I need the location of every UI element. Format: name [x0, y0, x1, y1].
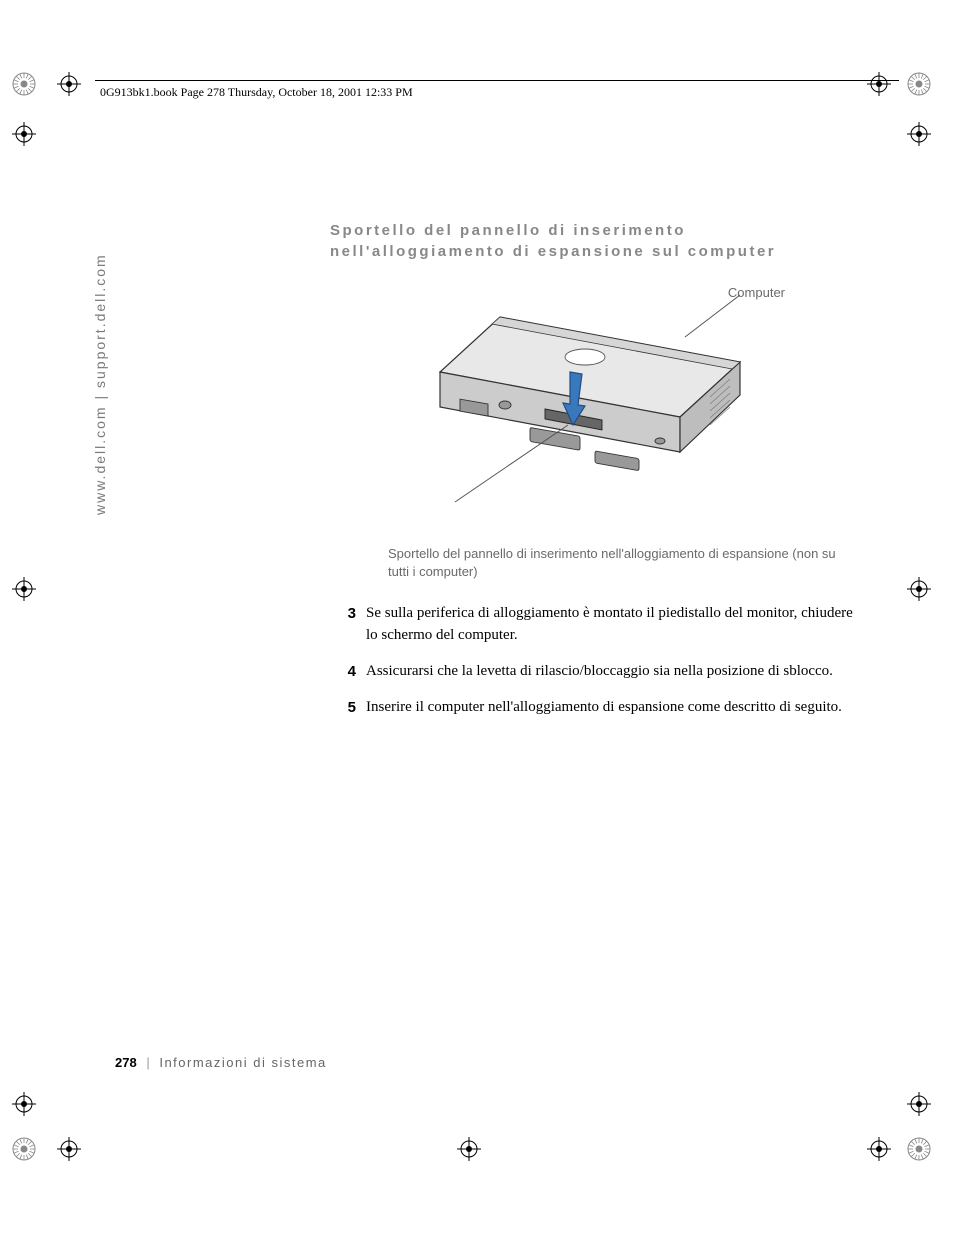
- registration-icon: [905, 120, 945, 160]
- footer-separator: |: [146, 1055, 149, 1070]
- steps-list: 3 Se sulla periferica di alloggiamento è…: [330, 603, 855, 718]
- step-number: 4: [330, 661, 356, 683]
- crop-outer-icon: [905, 1135, 945, 1175]
- registration-icon: [455, 1135, 495, 1175]
- step-number: 3: [330, 603, 356, 647]
- sidebar-url: www.dell.com | support.dell.com: [92, 253, 108, 515]
- registration-icon: [10, 575, 50, 615]
- page-number: 278: [115, 1055, 137, 1070]
- step-text: Se sulla periferica di alloggiamento è m…: [366, 603, 855, 647]
- step-number: 5: [330, 697, 356, 719]
- figure-caption: Sportello del pannello di inserimento ne…: [388, 545, 855, 581]
- registration-icon: [10, 1090, 50, 1130]
- page: 0G913bk1.book Page 278 Thursday, October…: [0, 0, 954, 1235]
- registration-icon: [865, 1135, 905, 1175]
- step-text: Assicurarsi che la levetta di rilascio/b…: [366, 661, 833, 683]
- registration-icon: [55, 70, 95, 110]
- main-content: Sportello del pannello di inserimento ne…: [330, 220, 855, 732]
- registration-icon: [10, 120, 50, 160]
- list-item: 5 Inserire il computer nell'alloggiament…: [330, 697, 855, 719]
- crop-outer-icon: [10, 1135, 50, 1175]
- registration-icon: [905, 575, 945, 615]
- section-title: Sportello del pannello di inserimento ne…: [330, 220, 855, 262]
- footer-section: Informazioni di sistema: [159, 1055, 326, 1070]
- list-item: 4 Assicurarsi che la levetta di rilascio…: [330, 661, 855, 683]
- crop-outer-icon: [905, 70, 945, 110]
- step-text: Inserire il computer nell'alloggiamento …: [366, 697, 842, 719]
- figure: Computer: [330, 277, 855, 537]
- list-item: 3 Se sulla periferica di alloggiamento è…: [330, 603, 855, 647]
- page-footer: 278 | Informazioni di sistema: [115, 1055, 327, 1070]
- registration-icon: [55, 1135, 95, 1175]
- registration-icon: [865, 70, 905, 110]
- header-rule: [95, 80, 899, 81]
- running-head: 0G913bk1.book Page 278 Thursday, October…: [100, 85, 413, 100]
- registration-icon: [905, 1090, 945, 1130]
- computer-illustration: [380, 277, 800, 507]
- crop-outer-icon: [10, 70, 50, 110]
